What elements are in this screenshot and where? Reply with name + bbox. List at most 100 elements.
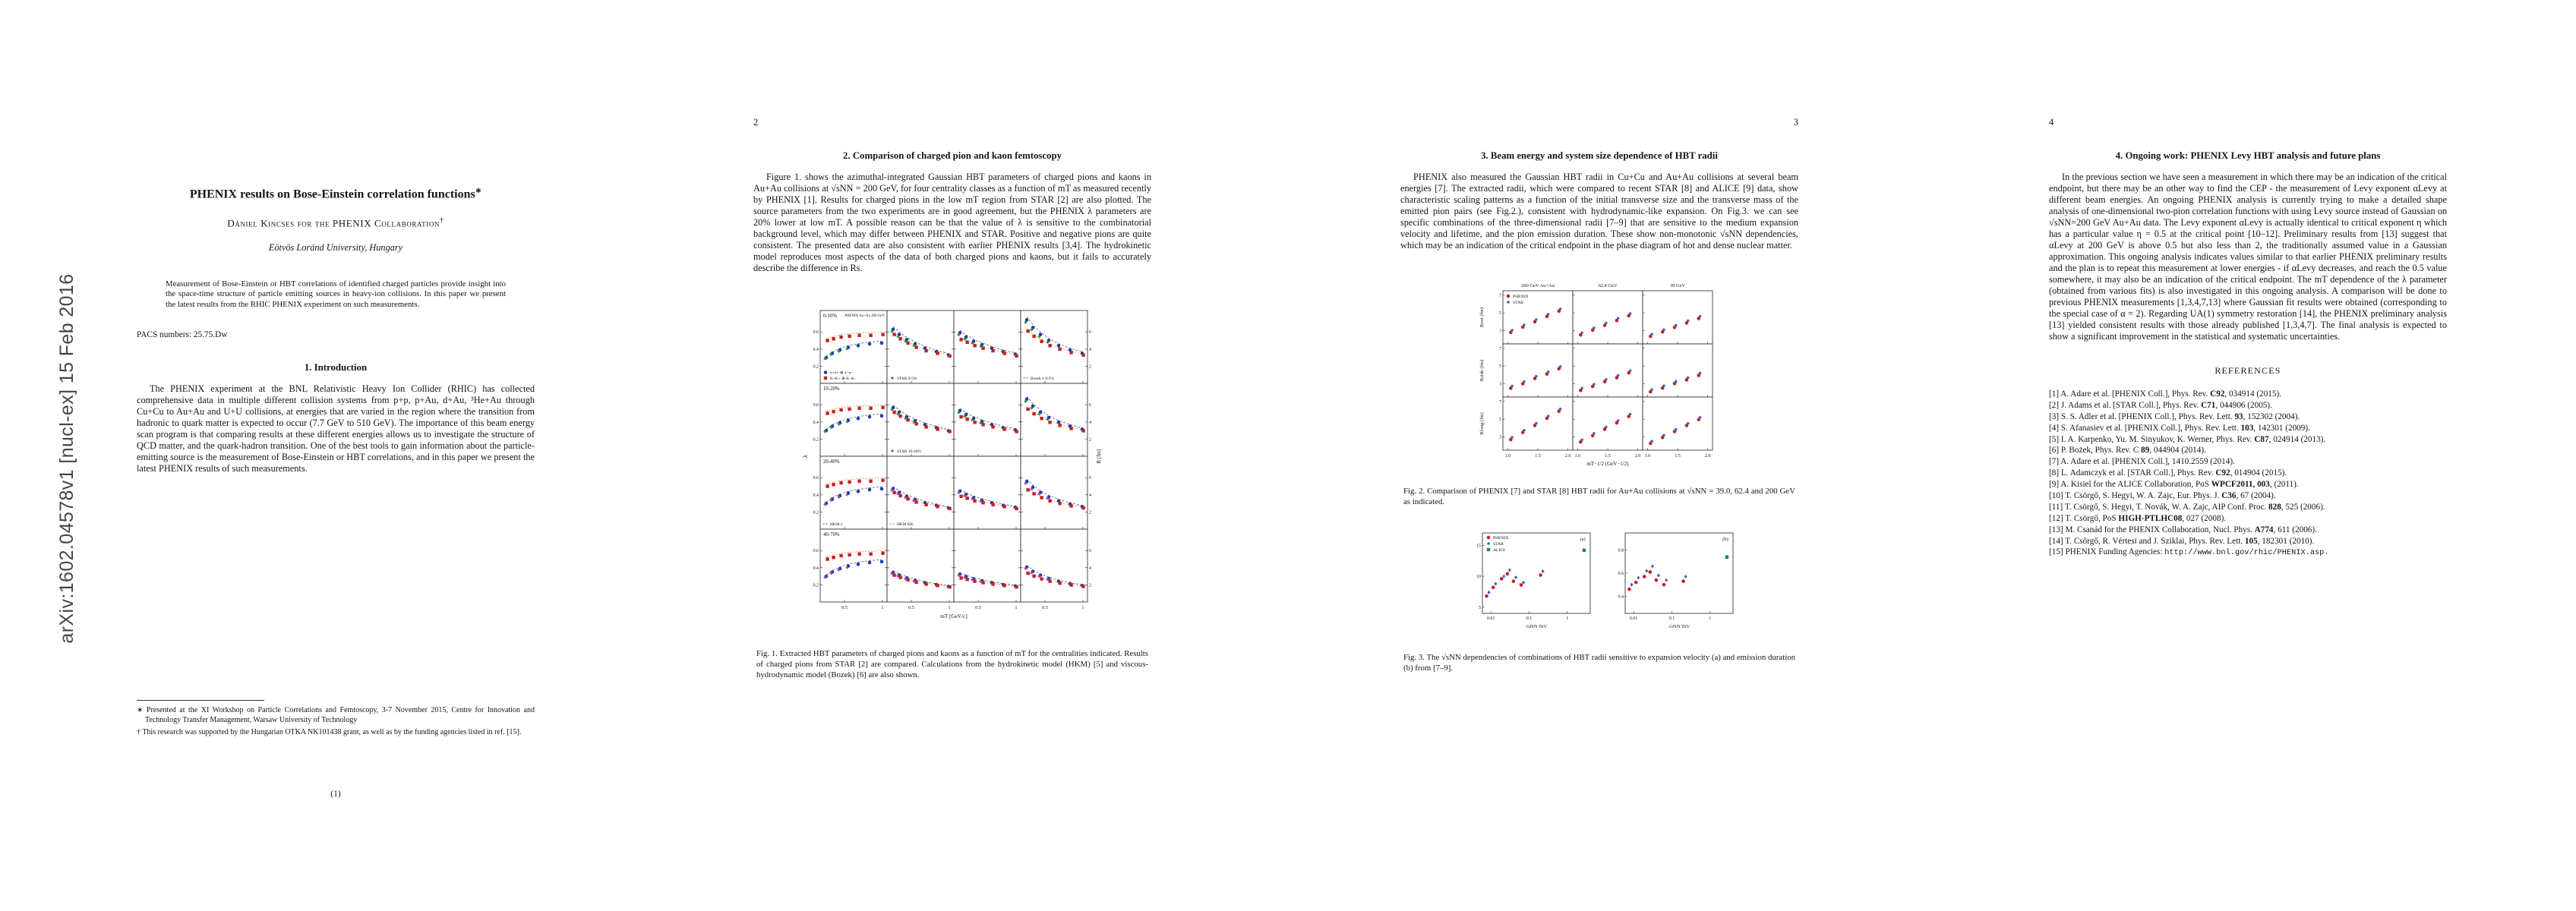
arxiv-watermark: arXiv:1602.04578v1 [nucl-ex] 15 Feb 2016	[56, 273, 77, 644]
reference-item: [2] J. Adams et al. [STAR Coll.], Phys. …	[2049, 400, 2272, 410]
svg-text:6: 6	[1089, 403, 1091, 408]
svg-text:0.1: 0.1	[1526, 616, 1533, 621]
svg-text:0.2: 0.2	[813, 510, 819, 515]
svg-text:Rlong (fm): Rlong (fm)	[1479, 412, 1485, 435]
svg-text:PHENIX: PHENIX	[1513, 295, 1529, 299]
svg-text:40-70%: 40-70%	[823, 532, 840, 537]
page-1: PHENIX results on Bose-Einstein correlat…	[137, 0, 535, 911]
references-heading: REFERENCES	[2215, 365, 2281, 376]
svg-text:ALICE: ALICE	[1493, 548, 1506, 553]
svg-text:PHENIX Au+Au 200 GeV: PHENIX Au+Au 200 GeV	[844, 314, 885, 318]
abstract: Measurement of Bose-Einstein or HBT corr…	[166, 279, 506, 310]
svg-text:Rout (fm): Rout (fm)	[1479, 307, 1485, 327]
section-2-heading: 2. Comparison of charged pion and kaon f…	[843, 150, 1062, 161]
fig1-panel	[886, 383, 955, 457]
svg-text:0.6: 0.6	[1618, 572, 1624, 576]
fig1-panel	[1020, 310, 1088, 384]
svg-text:PHENIX: PHENIX	[1493, 536, 1509, 541]
fig3-panel	[1624, 532, 1734, 614]
svg-text:2.0: 2.0	[1635, 454, 1641, 459]
fig1-panel	[953, 383, 1021, 457]
svg-text:(a): (a)	[1580, 537, 1585, 542]
svg-text:1: 1	[1709, 616, 1711, 621]
svg-text:3: 3	[1499, 329, 1501, 334]
fig2-panel	[1642, 343, 1713, 398]
svg-text:5: 5	[1499, 364, 1501, 369]
svg-text:0.1: 0.1	[1669, 616, 1675, 621]
figure-2-caption: Fig. 2. Comparison of PHENIX [7] and STA…	[1403, 487, 1795, 507]
svg-text:0.6: 0.6	[813, 549, 819, 553]
svg-text:62.4 GeV: 62.4 GeV	[1599, 283, 1618, 288]
svg-text:5: 5	[1499, 311, 1501, 316]
fig2-panel	[1572, 290, 1643, 345]
svg-text:STAR 10-20%: STAR 10-20%	[897, 449, 921, 454]
section-3-heading: 3. Beam energy and system size dependenc…	[1481, 150, 1718, 161]
svg-text:1: 1	[881, 605, 883, 610]
intro-paragraph: The PHENIX experiment at the BNL Relativ…	[137, 383, 535, 474]
reference-item: [4] S. Afanasiev et al. [PHENIX Coll.], …	[2049, 423, 2310, 433]
svg-text:4: 4	[1089, 348, 1091, 352]
svg-text:K+K+ ⊕ K−K−: K+K+ ⊕ K−K−	[830, 377, 857, 381]
reference-item: [13] M. Csanád for the PHENIX Collaborat…	[2049, 525, 2317, 534]
reference-label: [2]	[2049, 400, 2061, 410]
svg-text:0.2: 0.2	[813, 437, 819, 442]
section-4-paragraph: In the previous section we have seen a m…	[2049, 172, 2447, 342]
reference-item: [10] T. Csörgő, S. Hegyi, W. A. Zajc, Eu…	[2049, 491, 2276, 501]
page-3-number: 3	[1793, 117, 1798, 128]
svg-text:6: 6	[1089, 549, 1091, 553]
svg-text:1.0: 1.0	[1645, 454, 1651, 459]
svg-text:mT [GeV/c]: mT [GeV/c]	[940, 613, 968, 619]
reference-item: [11] T. Csörgő, S. Hegyi, T. Novák, W. A…	[2049, 502, 2325, 512]
reference-item: [1] A. Adare et al. [PHENIX Coll.], Phys…	[2049, 389, 2281, 399]
author-footnote-marker: †	[440, 216, 444, 225]
svg-text:2.0: 2.0	[1565, 454, 1571, 459]
svg-text:0.5: 0.5	[975, 605, 981, 610]
svg-text:0.8: 0.8	[1618, 549, 1624, 553]
reference-label: [11]	[2049, 502, 2065, 512]
fig1-panel	[819, 456, 888, 530]
svg-text:7: 7	[1499, 347, 1501, 351]
figure-3-caption: Fig. 3. The √sNN dependencies of combina…	[1403, 653, 1795, 673]
svg-text:0.01: 0.01	[1630, 616, 1638, 621]
paper-title-text: PHENIX results on Bose-Einstein correlat…	[189, 188, 475, 201]
reference-label: [1]	[2049, 389, 2061, 399]
svg-text:Bozek π 0-5%: Bozek π 0-5%	[1031, 377, 1054, 381]
reference-item: [5] I. A. Karpenko, Yu. M. Sinyukov, K. …	[2049, 434, 2326, 444]
svg-text:√sNN TeV: √sNN TeV	[1526, 623, 1548, 629]
svg-text:1: 1	[1566, 616, 1568, 621]
figure-1: 0.5 1 0.5 1 0.5 1 0.5 1 0.2 0.4 0.6 2 4 6 0.2 0.4 0.6 2 4 6…	[753, 303, 1151, 638]
fig3-panel	[1482, 532, 1591, 614]
reference-label: [9]	[2049, 480, 2061, 490]
svg-text:1: 1	[1015, 605, 1017, 610]
svg-text:mT−1/2 (GeV−1/2): mT−1/2 (GeV−1/2)	[1586, 461, 1629, 467]
svg-text:0.2: 0.2	[813, 583, 819, 588]
svg-text:0.4: 0.4	[813, 493, 819, 498]
reference-url[interactable]: http://www.bnl.gov/rhic/PHENIX.asp.	[2164, 548, 2329, 558]
svg-text:0.4: 0.4	[813, 566, 819, 571]
author-line: Dániel Kincses for the PHENIX Collaborat…	[137, 216, 535, 229]
fig1-panel	[953, 456, 1021, 530]
svg-text:2: 2	[1089, 583, 1091, 588]
svg-text:1.0: 1.0	[1575, 454, 1581, 459]
svg-text:3: 3	[1499, 383, 1501, 387]
figure-3: 0.01 0.1 1 5 10 15 (a) √sNN TeV 0.01 0.1 1 0.4 0.6 0.…	[1400, 524, 1798, 641]
svg-text:20-40%: 20-40%	[823, 459, 840, 465]
reference-list: [1] A. Adare et al. [PHENIX Coll.], Phys…	[2049, 389, 2447, 559]
pacs-line: PACS numbers: 25.75.Dw	[137, 329, 228, 339]
title-footnote-marker: ∗	[475, 187, 482, 195]
svg-text:0.4: 0.4	[1618, 594, 1624, 599]
affiliation: Eötvös Loránd University, Hungary	[268, 241, 403, 253]
svg-text:(b): (b)	[1722, 537, 1728, 542]
fig2-panel	[1572, 343, 1643, 398]
reference-label: [13]	[2049, 525, 2066, 534]
reference-label: [12]	[2049, 513, 2066, 523]
reference-item: [6] P. Bożek, Phys. Rev. C 89, 044904 (2…	[2049, 446, 2206, 456]
svg-text:0.4: 0.4	[813, 421, 819, 425]
svg-text:10: 10	[1476, 575, 1481, 579]
page-2-number: 2	[753, 117, 759, 128]
fig1-panel	[819, 310, 888, 384]
svg-text:200 GeV Au+Au: 200 GeV Au+Au	[1521, 283, 1555, 288]
svg-text:HKM π: HKM π	[830, 522, 843, 527]
reference-item: [8] L. Adamczyk et al. [STAR Coll.], Phy…	[2049, 468, 2287, 478]
svg-text:0.6: 0.6	[813, 476, 819, 481]
